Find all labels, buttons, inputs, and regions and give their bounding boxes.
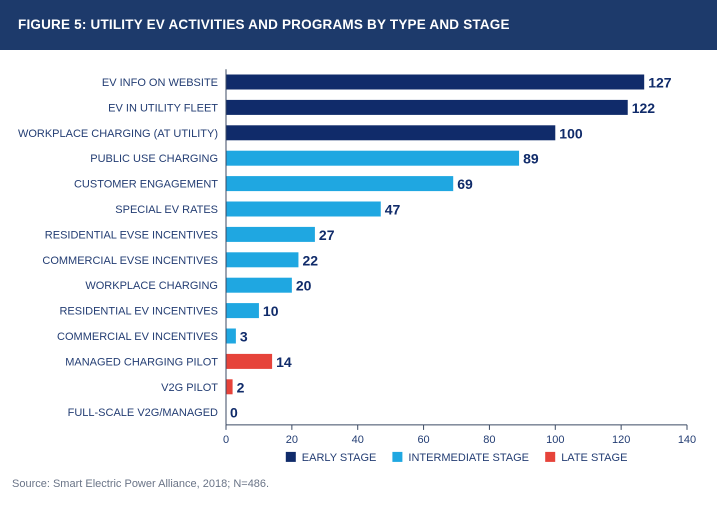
legend-label-early: EARLY STAGE [302,452,377,464]
category-label: V2G PILOT [161,382,218,394]
value-label: 89 [523,151,539,167]
category-label: COMMERCIAL EV INCENTIVES [57,331,218,343]
bar [226,303,259,319]
category-label: EV INFO ON WEBSITE [102,77,218,89]
category-label: WORKPLACE CHARGING [85,280,218,292]
value-label: 0 [230,405,238,421]
x-tick-label: 80 [483,434,495,446]
x-tick-label: 120 [612,434,630,446]
x-tick-label: 0 [223,434,229,446]
value-label: 69 [457,176,473,192]
category-label: EV IN UTILITY FLEET [108,102,218,114]
category-label: CUSTOMER ENGAGEMENT [74,179,218,191]
category-label: WORKPLACE CHARGING (AT UTILITY) [18,128,218,140]
x-tick-label: 40 [352,434,364,446]
legend-label-late: LATE STAGE [561,452,627,464]
value-label: 2 [237,379,245,395]
value-label: 47 [385,202,401,218]
value-label: 22 [302,252,318,268]
legend-swatch-intermediate [392,451,403,462]
category-label: PUBLIC USE CHARGING [90,153,218,165]
x-tick-label: 100 [546,434,564,446]
value-label: 14 [276,354,292,370]
category-label: FULL-SCALE V2G/MANAGED [68,407,218,419]
bar [226,74,645,90]
value-label: 27 [319,227,335,243]
bar [226,252,299,268]
bar [226,226,315,242]
bar [226,328,236,344]
category-label: RESIDENTIAL EV INCENTIVES [59,306,218,318]
category-label: RESIDENTIAL EVSE INCENTIVES [45,229,218,241]
category-label: COMMERCIAL EVSE INCENTIVES [42,255,218,267]
bar [226,99,628,115]
legend-swatch-late [545,451,556,462]
legend-swatch-early [285,451,296,462]
category-label: MANAGED CHARGING PILOT [65,356,218,368]
value-label: 3 [240,329,248,345]
source-note: Source: Smart Electric Power Alliance, 2… [12,478,270,490]
bar [226,379,233,395]
value-label: 10 [263,303,279,319]
category-label: SPECIAL EV RATES [115,204,218,216]
legend-label-intermediate: INTERMEDIATE STAGE [408,452,529,464]
bar [226,201,381,217]
bar [226,353,273,369]
value-label: 127 [648,75,672,91]
bar [226,150,520,166]
value-label: 100 [559,125,583,141]
bar-chart: EV INFO ON WEBSITE 127 EV IN UTILITY FLEET… [18,69,696,464]
x-tick-label: 140 [678,434,696,446]
x-tick-label: 60 [417,434,429,446]
figure-header: FIGURE 5: UTILITY EV ACTIVITIES AND PROG… [0,0,717,50]
bar [226,125,556,141]
x-tick-label: 20 [286,434,298,446]
value-label: 20 [296,278,312,294]
bar [226,277,292,293]
value-label: 122 [632,100,656,116]
bar [226,176,454,192]
figure-title: FIGURE 5: UTILITY EV ACTIVITIES AND PROG… [18,17,510,32]
